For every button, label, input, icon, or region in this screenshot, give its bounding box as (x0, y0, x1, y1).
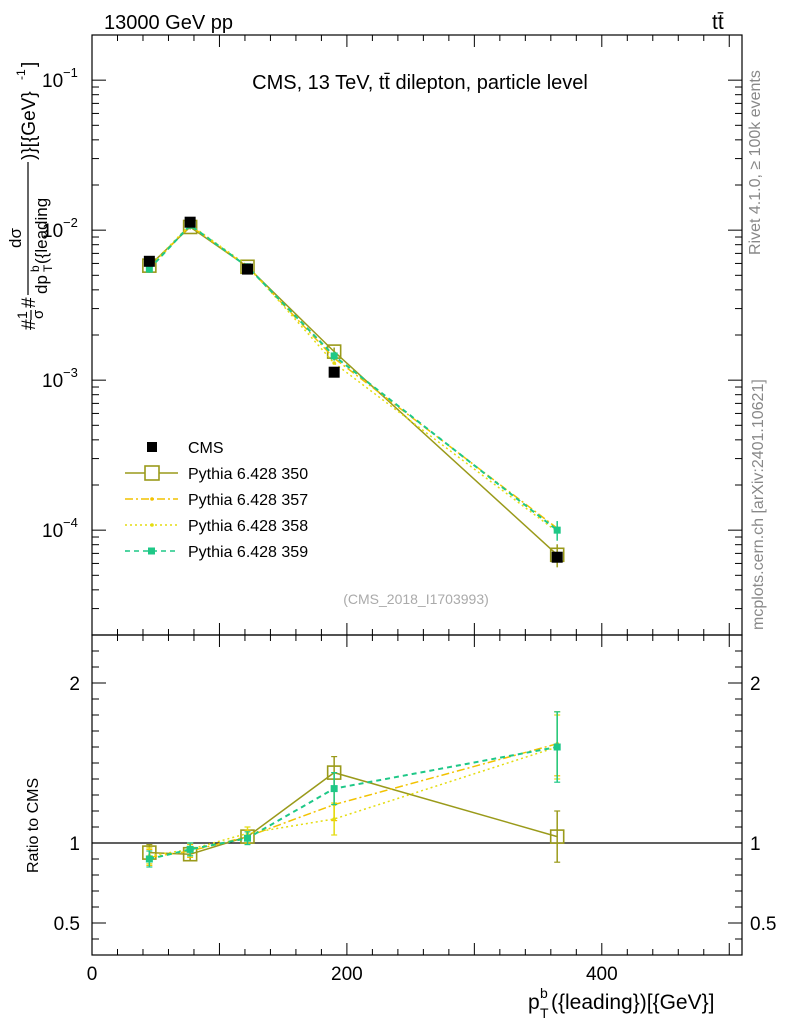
svg-text:-1: -1 (14, 69, 28, 80)
svg-text:]: ] (19, 62, 40, 67)
ratio-marker (332, 817, 336, 821)
ratio-marker (145, 855, 153, 863)
svg-text:1: 1 (14, 311, 30, 319)
main-y-tick-label: 10 (42, 221, 63, 242)
svg-text:T: T (41, 264, 55, 272)
cms-data-point (551, 551, 563, 563)
main-title: CMS, 13 TeV, tt̄ dilepton, particle leve… (252, 72, 588, 94)
ratio-y-tick-label-left: 2 (69, 674, 80, 695)
x-axis-label: p b T ({leading})[{GeV}] (528, 985, 714, 1021)
legend-marker-cms (147, 442, 157, 452)
ratio-y-tick-label-right: 0.5 (750, 914, 776, 935)
cms-data-point (184, 216, 196, 228)
legend-label: Pythia 6.428 359 (188, 544, 308, 561)
ratio-line-2 (149, 743, 558, 859)
series-line-4 (148, 223, 558, 531)
rivet-label: Rivet 4.1.0, ≥ 100k events (747, 70, 764, 255)
svg-text:b: b (540, 985, 548, 1001)
legend-label: Pythia 6.428 350 (188, 466, 308, 483)
x-tick-label: 0 (87, 964, 98, 985)
main-y-axis-label: # 1 σ # dσ dp b T ({leading )}[{GeV} -1 … (6, 62, 55, 330)
main-y-tick-label: 10 (42, 371, 63, 392)
legend-label: Pythia 6.428 357 (188, 492, 308, 509)
svg-text:dσ: dσ (6, 228, 25, 248)
main-y-tick-exponent: −4 (63, 515, 78, 530)
svg-text:#: # (19, 297, 40, 308)
ratio-line-3 (149, 746, 558, 857)
ratio-panel-frame (91, 634, 743, 956)
legend-marker (150, 523, 154, 527)
main-y-tick-exponent: −1 (63, 65, 78, 80)
legend-marker (148, 547, 155, 555)
svg-text:({leading})[{GeV}]: ({leading})[{GeV}] (551, 991, 714, 1014)
svg-text:#: # (19, 319, 40, 330)
series-marker (553, 526, 561, 534)
watermark: (CMS_2018_I1703993) (343, 591, 489, 607)
series-marker (145, 265, 153, 273)
ratio-marker (553, 743, 561, 751)
series-line-3 (148, 223, 558, 533)
legend: CMS Pythia 6.428 350 Pythia 6.428 357 Pythi… (125, 440, 308, 561)
cms-data-point (241, 263, 253, 275)
ratio-y-tick-label-left: 1 (69, 834, 80, 855)
svg-text:p: p (528, 991, 540, 1014)
svg-text:({leading: ({leading (32, 198, 51, 264)
main-y-tick-label: 10 (42, 71, 63, 92)
legend-marker (144, 465, 160, 481)
series-marker (332, 361, 336, 365)
mcplots-label: mcplots.cern.ch [arXiv:2401.10621] (750, 379, 767, 630)
main-y-tick-exponent: −2 (63, 215, 78, 230)
svg-text:)}[{GeV}: )}[{GeV} (19, 91, 40, 160)
svg-text:T: T (540, 1005, 549, 1021)
main-y-tick-label: 10 (42, 521, 63, 542)
ratio-y-tick-label-right: 1 (750, 834, 761, 855)
cms-data-point (143, 255, 155, 267)
ratio-y-tick-label-right: 2 (750, 674, 761, 695)
x-tick-label: 200 (331, 964, 363, 985)
ratio-y-tick-label-left: 0.5 (54, 914, 80, 935)
svg-text:b: b (28, 265, 42, 272)
svg-text:dp: dp (32, 275, 51, 294)
legend-marker (150, 497, 154, 501)
ratio-line-4 (149, 746, 558, 860)
process-label: tt̄ (712, 11, 724, 34)
ratio-marker (330, 785, 338, 793)
energy-label: 13000 GeV pp (104, 12, 233, 34)
ratio-marker (186, 845, 194, 853)
legend-label: CMS (188, 440, 224, 457)
main-y-tick-exponent: −3 (63, 365, 78, 380)
series-marker (330, 352, 338, 360)
legend-label: Pythia 6.428 358 (188, 518, 308, 535)
ratio-marker (243, 834, 251, 842)
ratio-y-axis-label: Ratio to CMS (25, 778, 42, 873)
svg-text:σ: σ (30, 309, 47, 319)
x-tick-label: 400 (586, 964, 618, 985)
ratio-marker (549, 829, 565, 844)
cms-data-point (328, 366, 340, 378)
